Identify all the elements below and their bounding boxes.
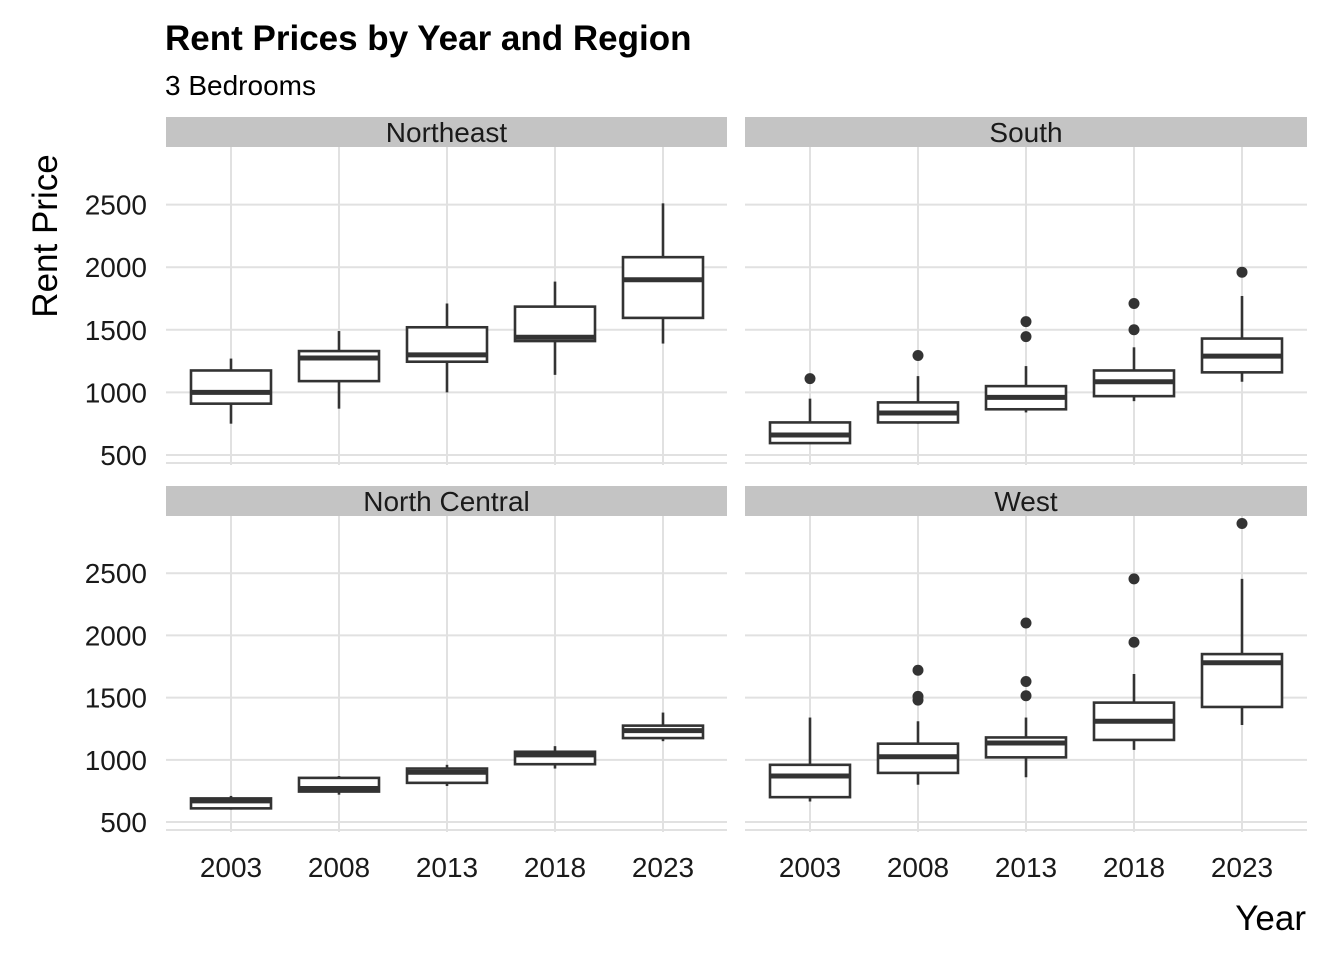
x-tick-label: 2003 [779,852,841,883]
facet-strip-label: Northeast [386,117,508,148]
chart-subtitle: 3 Bedrooms [165,70,316,101]
y-tick-label: 1500 [85,683,147,714]
outlier-point [804,373,816,385]
box-2003 [768,373,852,445]
box-2003 [189,795,273,810]
facet-panel-north-central: North Central 500 1000 1500 2000 2500 2003 2008… [85,486,727,883]
outlier-point [1236,517,1248,529]
x-tick-label: 2023 [632,852,694,883]
facet-panel-west: West 2003 2008 2013 2018 2023 [745,486,1307,883]
y-tick-label: 500 [100,807,147,838]
box-2018 [513,281,597,375]
box-2023 [1200,517,1284,726]
box-2013 [984,617,1068,778]
facet-strip-label: West [994,486,1057,517]
x-tick-label: 2023 [1211,852,1273,883]
outlier-point [1020,316,1032,328]
outlier-point [1128,324,1140,336]
box-2018 [1092,297,1176,402]
outlier-point [1020,675,1032,687]
facet-strip-label: North Central [363,486,530,517]
box-2023 [621,203,705,344]
outlier-point [912,690,924,702]
outlier-point [1128,573,1140,585]
x-axis-title: Year [1235,899,1306,938]
box-2008 [297,331,381,409]
box-2008 [876,349,960,424]
x-tick-label: 2013 [995,852,1057,883]
outlier-point [1020,690,1032,702]
box-2008 [876,664,960,785]
outlier-point [1236,266,1248,278]
y-tick-label: 1500 [85,315,147,346]
outlier-point [1020,331,1032,343]
facet-strip [745,117,1307,147]
y-tick-label: 2500 [85,190,147,221]
x-tick-label: 2008 [308,852,370,883]
box-2003 [768,717,852,802]
box-2023 [1200,266,1284,382]
chart-title: Rent Prices by Year and Region [165,19,692,58]
facet-panels: Northeast 500 1000 1500 2000 2500 South North C… [85,117,1307,883]
box-2018 [1092,573,1176,750]
box-iqr [189,369,273,405]
facet-panel-northeast: Northeast 500 1000 1500 2000 2500 [85,117,727,471]
x-tick-label: 2013 [416,852,478,883]
y-tick-label: 2000 [85,252,147,283]
facet-strip [745,486,1307,516]
y-tick-label: 1000 [85,377,147,408]
outlier-point [912,349,924,361]
outlier-point [912,664,924,676]
box-2018 [513,746,597,769]
y-tick-label: 2000 [85,620,147,651]
x-tick-label: 2008 [887,852,949,883]
y-tick-label: 1000 [85,745,147,776]
box-iqr [621,255,705,320]
y-tick-label: 2500 [85,558,147,589]
box-2013 [984,316,1068,413]
outlier-point [1128,636,1140,648]
y-axis-title: Rent Price [26,154,65,317]
y-tick-label: 500 [100,440,147,471]
facet-strip [166,117,727,147]
box-2013 [405,303,489,393]
facet-panel-south: South [745,117,1307,465]
box-2003 [189,358,273,424]
facet-strip-label: South [989,117,1062,148]
x-tick-label: 2018 [524,852,586,883]
box-2023 [621,712,705,742]
box-2013 [405,764,489,786]
box-iqr [768,763,852,799]
x-tick-label: 2018 [1103,852,1165,883]
box-2008 [297,776,381,795]
outlier-point [1020,617,1032,629]
facet-strip [166,486,727,516]
box-iqr [984,736,1068,759]
x-tick-label: 2003 [200,852,262,883]
outlier-point [1128,297,1140,309]
